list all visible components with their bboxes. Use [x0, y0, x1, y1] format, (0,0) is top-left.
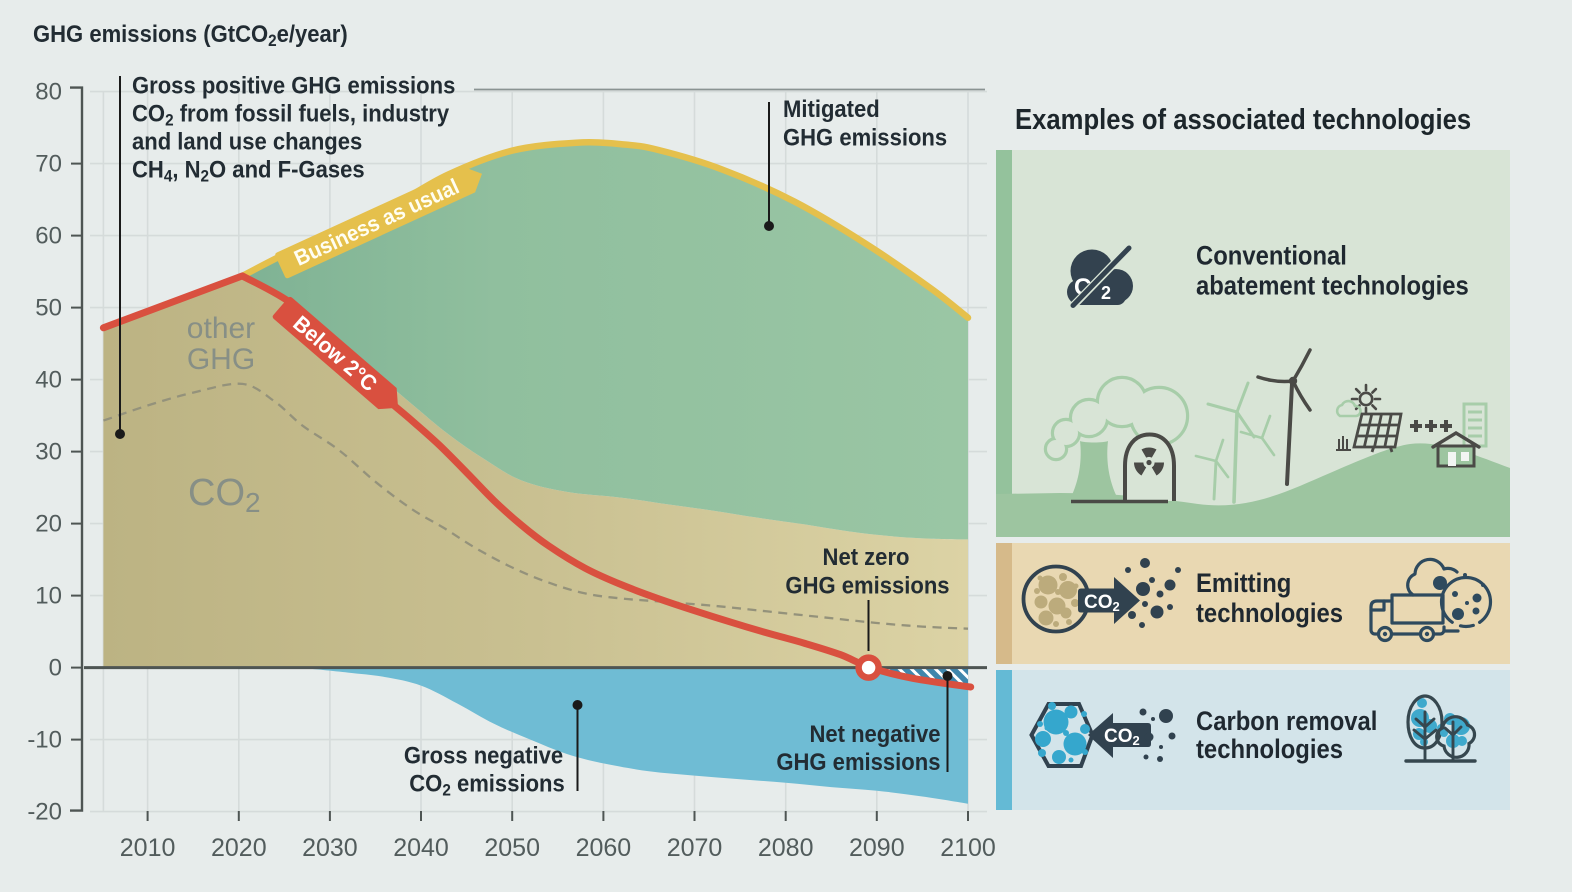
svg-text:and land use changes: and land use changes [132, 127, 362, 154]
svg-text:2100: 2100 [940, 834, 996, 862]
svg-text:-10: -10 [27, 727, 62, 754]
svg-text:2080: 2080 [758, 834, 814, 862]
svg-text:Emitting: Emitting [1196, 569, 1291, 598]
svg-text:GHG emissions: GHG emissions [776, 748, 940, 775]
svg-text:Carbon removal: Carbon removal [1196, 707, 1377, 736]
svg-text:70: 70 [35, 151, 62, 178]
svg-text:abatement technologies: abatement technologies [1196, 271, 1469, 300]
svg-text:2040: 2040 [393, 834, 449, 862]
svg-text:2: 2 [1101, 283, 1111, 303]
svg-text:50: 50 [35, 295, 62, 322]
svg-text:2020: 2020 [211, 834, 267, 862]
svg-text:GHG emissions: GHG emissions [785, 571, 949, 598]
svg-text:technologies: technologies [1196, 599, 1343, 628]
svg-text:CO2: CO2 [1104, 726, 1140, 748]
svg-text:80: 80 [35, 79, 62, 106]
svg-text:CO2 from fossil fuels, industr: CO2 from fossil fuels, industry [132, 99, 449, 129]
svg-text:2010: 2010 [120, 834, 176, 862]
svg-text:2060: 2060 [576, 834, 632, 862]
svg-text:Net negative: Net negative [809, 720, 940, 747]
svg-text:Conventional: Conventional [1196, 241, 1347, 270]
svg-text:CO2: CO2 [1084, 592, 1120, 614]
svg-text:2090: 2090 [849, 834, 905, 862]
svg-text:Gross positive GHG emissions: Gross positive GHG emissions [132, 71, 455, 98]
svg-text:20: 20 [35, 511, 62, 538]
svg-text:2030: 2030 [302, 834, 358, 862]
svg-text:30: 30 [35, 439, 62, 466]
svg-text:60: 60 [35, 223, 62, 250]
svg-text:10: 10 [35, 583, 62, 610]
svg-text:GHG: GHG [187, 343, 255, 376]
svg-text:CO2 emissions: CO2 emissions [409, 769, 565, 799]
svg-text:technologies: technologies [1196, 735, 1343, 764]
svg-text:CH4, N2O and F-Gases: CH4, N2O and F-Gases [132, 155, 365, 185]
svg-text:GHG emissions (GtCO2e/year): GHG emissions (GtCO2e/year) [33, 20, 348, 50]
svg-text:other: other [187, 312, 255, 345]
svg-text:Gross negative: Gross negative [404, 741, 563, 768]
svg-text:Examples of associated technol: Examples of associated technologies [1015, 103, 1471, 136]
svg-text:2070: 2070 [667, 834, 723, 862]
svg-text:0: 0 [49, 655, 62, 682]
svg-text:GHG emissions: GHG emissions [783, 123, 947, 150]
svg-text:40: 40 [35, 367, 62, 394]
svg-text:Mitigated: Mitigated [783, 95, 880, 122]
svg-text:-20: -20 [27, 799, 62, 826]
svg-text:Net zero: Net zero [823, 543, 910, 570]
svg-text:2050: 2050 [484, 834, 540, 862]
